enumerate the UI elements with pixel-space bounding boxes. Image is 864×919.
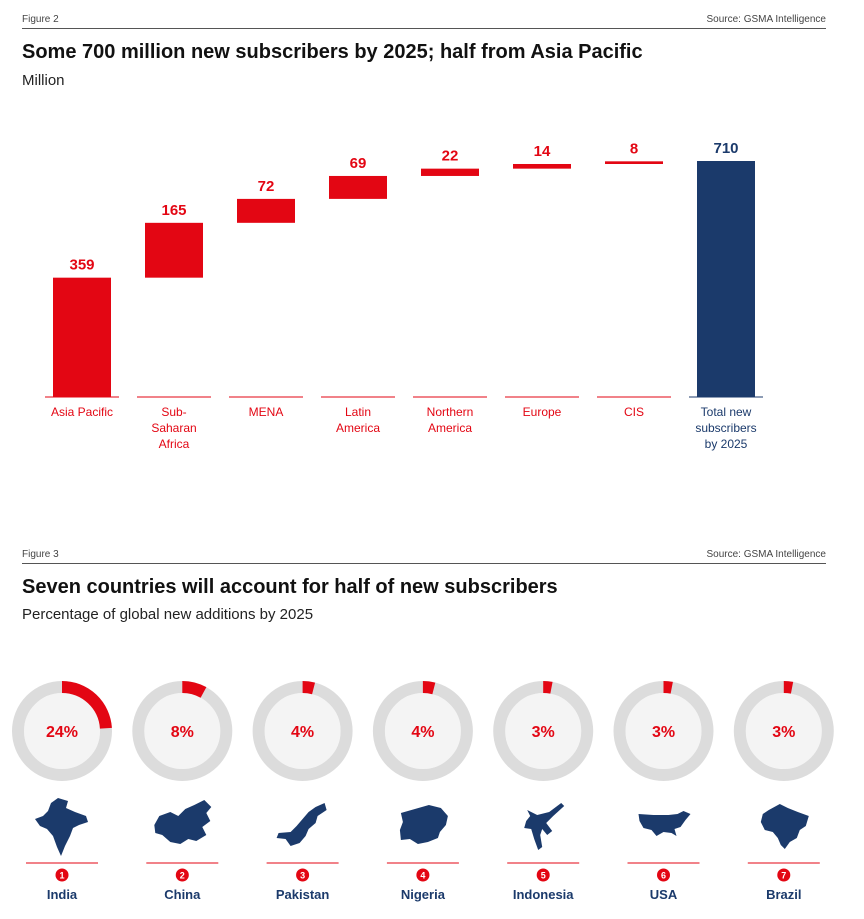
bar (605, 161, 663, 164)
bar (237, 198, 295, 223)
data-label: 165 (161, 202, 186, 219)
percent-label: 24% (46, 724, 78, 741)
rank-badge (536, 868, 550, 882)
rank-badge (657, 868, 670, 882)
chart-title: Seven countries will account for half of… (22, 576, 558, 598)
brazil-map-icon (760, 804, 809, 849)
rank-number: 5 (541, 871, 546, 881)
country-gauge: 3% 5 Indonesia (493, 681, 594, 902)
pakistan-map-icon (276, 803, 327, 846)
country-name: Brazil (766, 887, 801, 902)
nigeria-map-icon (399, 805, 448, 844)
country-name: Nigeria (401, 887, 446, 902)
rank-number: 4 (420, 871, 425, 881)
data-label: 69 (350, 155, 367, 172)
header-rule (22, 563, 826, 564)
bar (329, 175, 387, 199)
category-label: Total new subscribers by 2025 (695, 405, 756, 451)
gauge-arc (302, 681, 316, 695)
rank-number: 7 (781, 871, 786, 881)
country-gauge: 4% 4 Nigeria (372, 681, 473, 902)
figure-label: Figure 2 (22, 14, 59, 25)
chart-subtitle: Percentage of global new additions by 20… (22, 606, 314, 623)
china-map-icon (154, 800, 212, 844)
rank-badge (55, 868, 69, 882)
percent-label: 3% (652, 724, 675, 741)
bar (421, 168, 479, 176)
data-label: 22 (442, 148, 459, 165)
indonesia-map-icon (524, 803, 565, 850)
total-bar (697, 161, 755, 397)
country-gauge: 3% 7 Brazil (733, 681, 834, 902)
percent-label: 3% (532, 724, 555, 741)
gauge-center (625, 693, 702, 769)
country-donut-charts: 24% 1 India 8% 2 China 4% 3 Pakistan 4% 4 Nigeria 3%… (12, 681, 834, 902)
rank-badge (416, 868, 430, 882)
percent-label: 4% (411, 724, 434, 741)
country-gauge: 4% 3 Pakistan (252, 681, 353, 902)
waterfall-chart: 359 Asia Pacific 165 Sub-Saharan Africa 72 MEN… (45, 140, 763, 451)
header-rule (22, 28, 826, 29)
country-name: China (164, 887, 201, 902)
figure-2-header: Figure 2 Source: GSMA Intelligence (22, 10, 826, 25)
source-note: Source: GSMA Intelligence (706, 549, 826, 560)
percent-label: 8% (171, 724, 194, 741)
gauge-center (745, 693, 822, 769)
rank-number: 3 (300, 871, 305, 881)
data-label: 710 (713, 140, 738, 157)
category-label: MENA (249, 405, 284, 419)
category-label: Sub-Saharan Africa (151, 405, 196, 451)
percent-label: 4% (291, 724, 314, 741)
data-label: 72 (258, 178, 275, 195)
rank-number: 2 (180, 871, 185, 881)
gauge-center (384, 693, 461, 769)
category-label: CIS (624, 405, 644, 419)
figure-3: Figure 3 Source: GSMA Intelligence Seven… (22, 545, 826, 623)
rank-number: 6 (661, 871, 666, 881)
country-name: Pakistan (276, 887, 330, 902)
gauge-center (24, 693, 100, 769)
bar (513, 163, 571, 169)
rank-badge (175, 868, 189, 882)
category-label: Europe (523, 405, 562, 419)
figure-label: Figure 3 (22, 549, 59, 560)
gauge-arc (543, 681, 553, 694)
data-label: 359 (69, 257, 94, 274)
country-gauge: 8% 2 China (132, 681, 233, 902)
gauge-arc (663, 681, 673, 694)
gauge-arc (182, 681, 207, 698)
gauge-arc (783, 681, 794, 694)
gauge-center (264, 693, 341, 769)
source-note: Source: GSMA Intelligence (706, 14, 826, 25)
category-label: Northern America (427, 405, 474, 435)
bar (53, 277, 111, 397)
figure-2: Figure 2 Source: GSMA Intelligence Some … (22, 10, 826, 89)
gauge-arc (61, 681, 112, 729)
country-name: Indonesia (513, 887, 574, 902)
country-name: India (47, 887, 78, 902)
chart-subtitle: Million (22, 72, 65, 89)
country-gauge: 3% 6 USA (613, 681, 714, 902)
rank-badge (296, 868, 310, 882)
chart-title: Some 700 million new subscribers by 2025… (22, 41, 643, 63)
gauge-center (505, 693, 582, 769)
rank-badge (777, 868, 791, 882)
percent-label: 3% (772, 724, 795, 741)
gauge-center (144, 693, 221, 769)
gauge-arc (422, 681, 436, 695)
category-label: Latin America (336, 405, 380, 435)
figure-3-header: Figure 3 Source: GSMA Intelligence (22, 545, 826, 560)
usa-map-icon (638, 811, 691, 836)
india-map-icon (35, 798, 88, 856)
data-label: 8 (630, 140, 638, 157)
data-label: 14 (534, 143, 551, 160)
bar (145, 222, 203, 278)
category-label: Asia Pacific (51, 405, 113, 419)
rank-number: 1 (59, 871, 64, 881)
country-name: USA (650, 887, 678, 902)
country-gauge: 24% 1 India (12, 681, 112, 902)
